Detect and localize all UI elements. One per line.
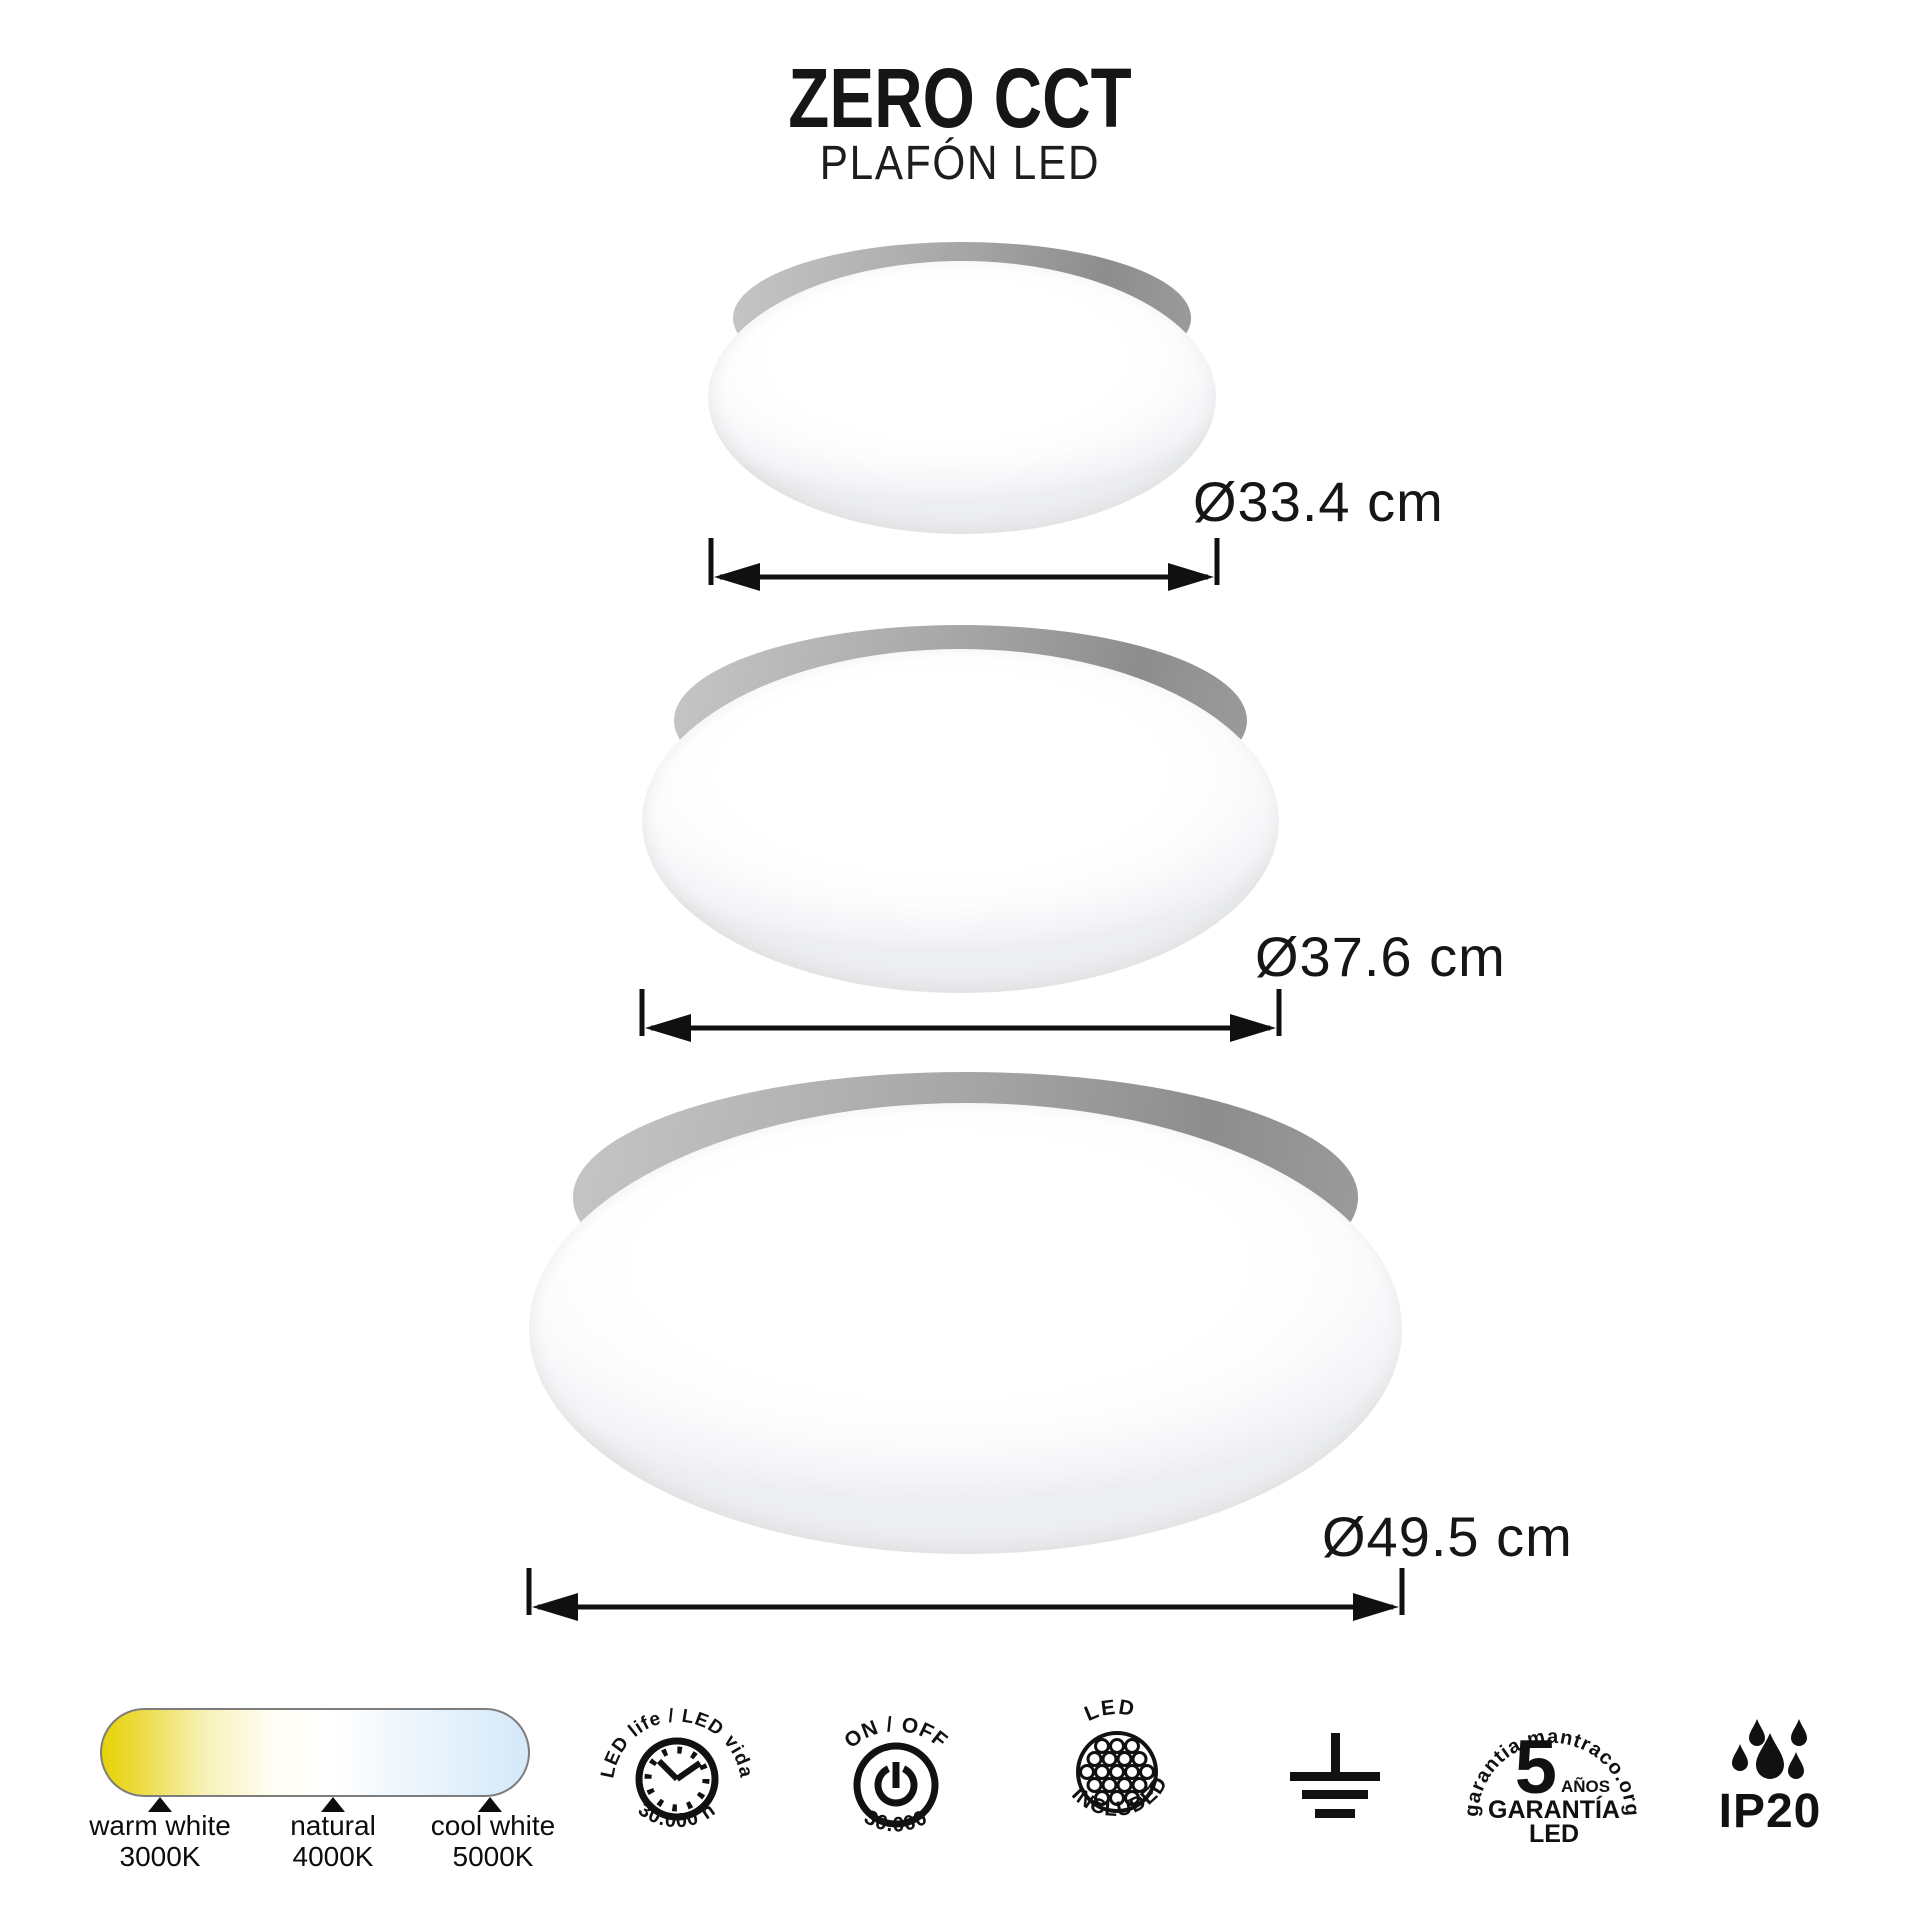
cct-gradient-pill [100, 1708, 530, 1797]
on-off-power-icon: ON / OFF 30.000 [840, 1713, 951, 1837]
cct-gradient-bar: warm white 3000K natural 4000K cool whit… [89, 1708, 555, 1878]
led-included-icon: LED INCLUDED [1065, 1693, 1176, 1827]
cct-label-natural: natural 4000K [213, 1810, 453, 1872]
dimension-line-large [526, 1568, 1405, 1621]
led-life-hours-label: 30.000 h [634, 1799, 719, 1833]
lamp-image-medium [642, 625, 1279, 993]
diameter-label-small: Ø33.4 cm [1193, 470, 1444, 533]
svg-text:30.000 h: 30.000 h [634, 1799, 720, 1833]
led-life-clock-icon: LED life / LED vida 30.000 h [597, 1706, 755, 1833]
lamp-image-small [708, 242, 1216, 534]
lamp-face [708, 260, 1216, 534]
led-included-top-label: LED [1081, 1693, 1140, 1726]
ip-rating-label: IP20 [1719, 1785, 1822, 1838]
cct-label-cool-text: cool white [430, 1810, 556, 1841]
ip-rating-icon: IP20 [1719, 1719, 1822, 1838]
cct-label-warm-kelvin: 3000K [119, 1841, 201, 1872]
lamp-image-large [529, 1072, 1402, 1554]
led-array [1079, 1738, 1155, 1806]
cct-label-natural-kelvin: 4000K [292, 1841, 374, 1872]
warranty-line2: LED [1529, 1820, 1579, 1848]
svg-text:LED: LED [1081, 1693, 1140, 1726]
cct-label-cool-kelvin: 5000K [452, 1841, 534, 1872]
lamp-face [529, 1103, 1402, 1554]
cct-label-warm: warm white 3000K [40, 1810, 280, 1872]
lamp-face [642, 648, 1279, 993]
warranty-line1: GARANTÍA [1488, 1795, 1620, 1824]
warranty-years-number: 5 [1515, 1725, 1557, 1810]
cct-label-warm-text: warm white [89, 1810, 231, 1841]
dimension-line-small [708, 538, 1220, 591]
water-drops-icon [1732, 1719, 1807, 1779]
cct-marker-warm-icon [148, 1797, 172, 1812]
warranty-5-years-icon: garantia.mantraco.org 5 AÑOS GARANTÍA LE… [1461, 1725, 1642, 1848]
warranty-years-unit: AÑOS [1561, 1776, 1610, 1796]
cct-marker-cool-icon [478, 1797, 502, 1812]
on-off-cycles-label: 30.000 [860, 1806, 930, 1837]
ground-symbol-icon [1290, 1733, 1380, 1818]
diameter-label-medium: Ø37.6 cm [1255, 925, 1506, 988]
page-subtitle: PLAFÓN LED [819, 137, 1101, 190]
cct-marker-natural-icon [321, 1797, 345, 1812]
svg-text:30.000: 30.000 [860, 1806, 931, 1837]
page-title: ZERO CCT [788, 51, 1132, 145]
cct-label-cool: cool white 5000K [373, 1810, 613, 1872]
dimension-line-medium [639, 989, 1282, 1042]
cct-label-natural-text: natural [290, 1810, 376, 1841]
diameter-label-large: Ø49.5 cm [1322, 1505, 1573, 1568]
